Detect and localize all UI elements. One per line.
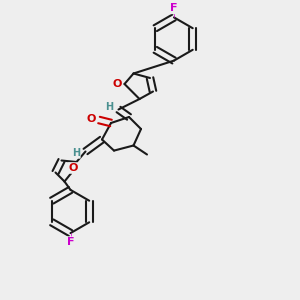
Text: O: O (87, 113, 96, 124)
Text: F: F (67, 237, 74, 247)
Text: H: H (72, 148, 80, 158)
Text: O: O (112, 79, 122, 89)
Text: O: O (69, 163, 78, 173)
Text: F: F (170, 3, 178, 14)
Text: H: H (105, 102, 113, 112)
